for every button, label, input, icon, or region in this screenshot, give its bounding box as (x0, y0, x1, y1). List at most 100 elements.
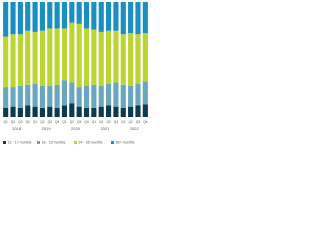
legend-label: 12 - 17 months (8, 141, 32, 145)
bar-segment (120, 34, 126, 85)
x-tick-label: Q2 (70, 120, 74, 124)
bar-segment (106, 83, 112, 106)
bar-segment (113, 82, 119, 107)
bar-segment (76, 2, 82, 24)
bar-segment (25, 2, 31, 31)
bar-segment (3, 87, 9, 108)
x-tick-label: Q4 (84, 120, 88, 124)
bar-segment (10, 2, 16, 35)
bar-segment (61, 105, 68, 117)
bar-segment (98, 106, 104, 117)
bar-segment (106, 105, 112, 117)
bar-segment (54, 28, 60, 85)
bar-segment (32, 31, 38, 84)
bar-segment (3, 107, 9, 117)
x-tick-label: Q2 (128, 120, 132, 124)
x-tick-label: Q4 (114, 120, 118, 124)
bar-segment (32, 106, 38, 117)
bar-segment (83, 107, 90, 117)
bar-segment (17, 107, 23, 117)
bar-segment (69, 103, 75, 117)
bar-segment (25, 30, 31, 85)
bar-segment (106, 30, 112, 84)
bar-segment (76, 106, 82, 117)
bar-segment (135, 2, 141, 35)
x-tick-label: Q1 (121, 120, 125, 124)
bar-segment (32, 2, 38, 32)
bar-segment (142, 81, 148, 105)
year-label: 2021 (100, 126, 110, 131)
bar-segment (69, 82, 75, 104)
bar-segment (32, 83, 38, 107)
x-tick-label: Q2 (40, 120, 44, 124)
bar-segment (83, 28, 90, 86)
bar-segment (91, 84, 97, 108)
x-tick-label: Q3 (18, 120, 22, 124)
legend-swatch (3, 141, 6, 144)
bar-segment (10, 34, 16, 88)
legend-label: 24 - 35 months (79, 141, 103, 145)
bar-segment (54, 107, 60, 117)
bar-segment (54, 2, 60, 29)
bar-segment (3, 36, 9, 88)
bar-segment (113, 106, 119, 117)
year-label: 2018 (12, 126, 22, 131)
bar-segment (39, 2, 45, 31)
bar-segment (25, 84, 31, 106)
x-tick-label: Q1 (33, 120, 37, 124)
bar-segment (17, 2, 23, 35)
x-tick-label: Q4 (55, 120, 59, 124)
x-tick-label: Q4 (26, 120, 30, 124)
year-label: 2019 (42, 126, 52, 131)
x-tick-label: Q3 (77, 120, 81, 124)
bar-segment (113, 2, 119, 31)
bar-segment (135, 83, 141, 106)
bar-segment (47, 28, 53, 86)
bar-segment (3, 2, 9, 37)
bar-segment (128, 2, 134, 34)
bar-segment (83, 2, 90, 29)
x-tick-label: Q4 (143, 120, 147, 124)
page: Q1 Q2 Q3 Q4 Q1 Q2 Q3 Q4 Q1 Q2 Q3 Q4 Q1 Q2 Q3 Q4 Q1 Q2 Q3 Q4… (3, 2, 148, 145)
bar-segment (61, 80, 68, 106)
bar-segment (128, 106, 134, 117)
bar-segment (25, 105, 31, 117)
x-tick-label: Q2 (11, 120, 15, 124)
legend-swatch (111, 141, 114, 144)
year-label: 2022 (130, 126, 140, 131)
bar-segment (113, 30, 119, 83)
legend-swatch (74, 141, 77, 144)
bar-segment (47, 85, 53, 107)
bar-segment (39, 107, 45, 117)
bar-segment (17, 34, 23, 86)
legend-swatch (37, 141, 40, 144)
bar-segment (142, 2, 148, 34)
x-tick-label: Q2 (99, 120, 103, 124)
bar-segment (61, 2, 68, 29)
chart: Q1 Q2 Q3 Q4 Q1 Q2 Q3 Q4 Q1 Q2 Q3 Q4 Q1 Q2 Q3 Q4 Q1 Q2 Q3 Q4… (3, 2, 148, 145)
bar-segment (98, 31, 104, 86)
bar-segment (17, 85, 23, 108)
bar-segment (91, 107, 97, 117)
bar-segment (106, 2, 112, 31)
bar-segment (83, 85, 90, 108)
x-tick-label: Q3 (106, 120, 110, 124)
x-tick-label: Q3 (48, 120, 52, 124)
legend-label: 18 - 23 months (42, 141, 66, 145)
bar-segment (98, 85, 104, 107)
bar-segment (10, 87, 16, 107)
bar-segment (61, 28, 68, 81)
bar-segment (98, 2, 104, 32)
bar-segment (91, 2, 97, 30)
bar-segment (135, 34, 141, 84)
x-tick-label: Q1 (4, 120, 8, 124)
bar-segment (142, 104, 148, 117)
bar-segment (54, 84, 60, 108)
bar-segment (120, 107, 126, 117)
bar-segment (120, 84, 126, 108)
bar-segment (39, 30, 45, 86)
bar-segment (10, 106, 16, 117)
bar-segment (128, 33, 134, 86)
bar-segment (69, 22, 75, 83)
bar-segment (76, 23, 82, 88)
